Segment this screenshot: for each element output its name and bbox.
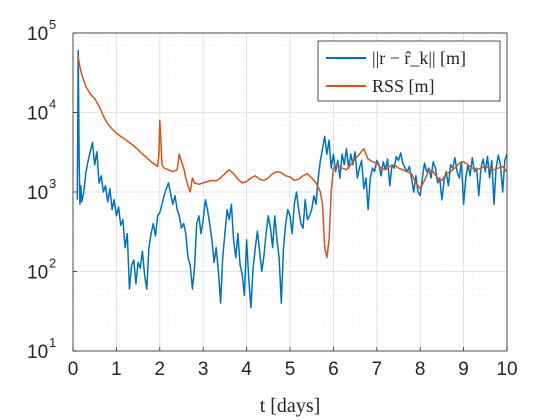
- x-tick-label: 5: [285, 359, 296, 380]
- x-tick-label: 10: [496, 359, 517, 380]
- x-tick-label: 1: [111, 359, 122, 380]
- legend-box: [317, 40, 501, 102]
- y-tick-label: 10 4: [27, 97, 56, 125]
- x-tick-label: 3: [198, 359, 209, 380]
- series-line-2: [77, 56, 507, 259]
- x-tick-label: 9: [458, 359, 469, 380]
- y-tick-label: 10 2: [27, 256, 56, 284]
- y-tick-exponent: 3: [49, 176, 56, 191]
- x-tick-label: 4: [241, 359, 252, 380]
- x-tick-label: 0: [68, 359, 79, 380]
- series-line-1: [76, 49, 507, 309]
- y-tick-exponent: 2: [49, 256, 56, 271]
- y-tick-exponent: 1: [49, 335, 56, 350]
- y-tick-label: 10 3: [27, 176, 56, 204]
- x-tick-label: 6: [328, 359, 339, 380]
- y-tick-base: 10: [27, 183, 48, 204]
- series-layer: [76, 49, 507, 309]
- legend-label-series-2: RSS [m]: [372, 76, 435, 96]
- y-tick-base: 10: [27, 104, 48, 125]
- x-tick-label: 7: [372, 359, 383, 380]
- legend: ||r − r̂_k|| [m] RSS [m]: [317, 40, 501, 102]
- y-tick-label: 10 1: [27, 335, 56, 363]
- y-tick-base: 10: [27, 24, 48, 45]
- y-tick-base: 10: [27, 342, 48, 363]
- y-tick-label: 10 5: [27, 17, 56, 45]
- x-axis-label: t [days]: [260, 395, 321, 417]
- legend-label-series-1: ||r − r̂_k|| [m]: [372, 48, 466, 68]
- plot-area: [76, 49, 507, 309]
- x-tick-label: 8: [415, 359, 426, 380]
- y-tick-base: 10: [27, 263, 48, 284]
- y-tick-exponent: 5: [49, 17, 56, 32]
- y-tick-exponent: 4: [49, 97, 56, 112]
- x-tick-label: 2: [155, 359, 166, 380]
- x-axis: 0 1 2 3 4 5 6 7 8 9 10: [68, 347, 518, 380]
